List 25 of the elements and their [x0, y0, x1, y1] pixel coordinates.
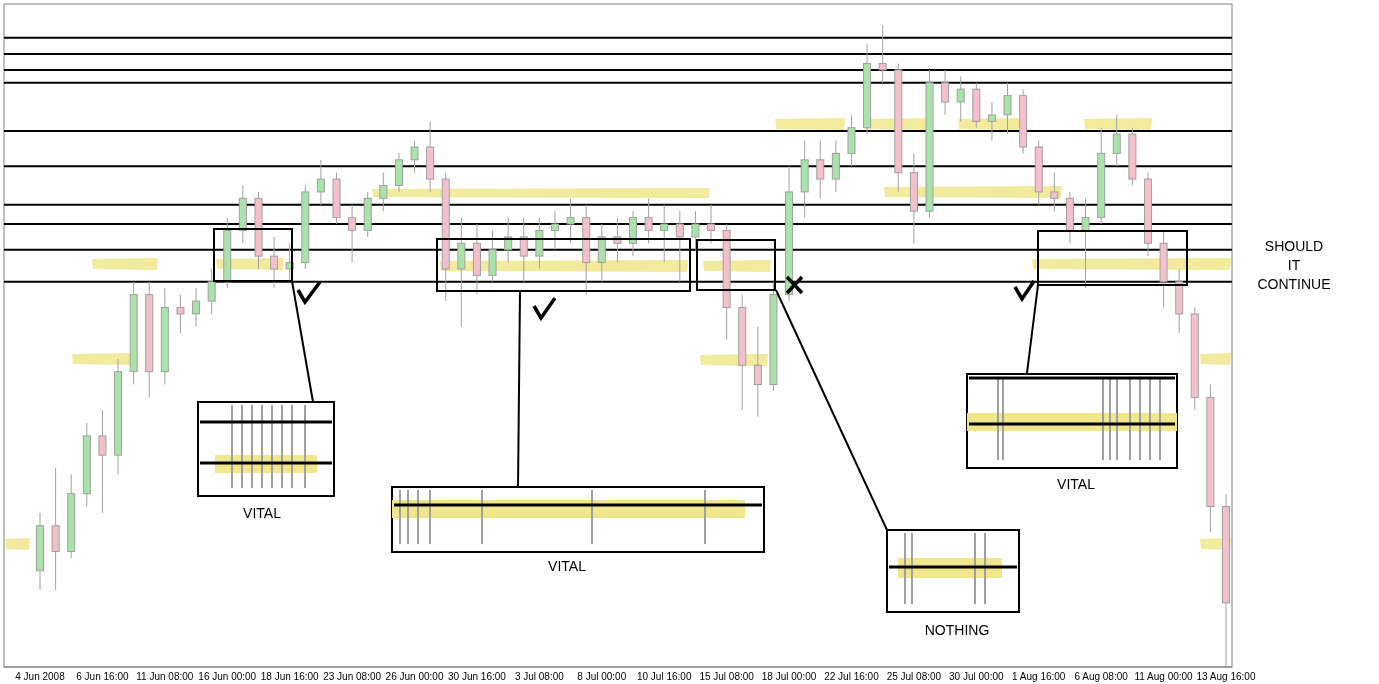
x-tick-label: 10 Jul 16:00 — [636, 671, 692, 682]
x-tick-label: 23 Jun 08:00 — [323, 671, 382, 682]
x-tick-label: 30 Jun 16:00 — [448, 671, 507, 682]
x-tick-label: 6 Jun 16:00 — [76, 671, 129, 682]
x-tick-label: 16 Jun 00:00 — [198, 671, 257, 682]
x-tick-label: 6 Aug 08:00 — [1074, 671, 1129, 682]
x-tick-label: 25 Jul 08:00 — [886, 671, 942, 682]
text: SHOULD IT CONTINUE — [1257, 238, 1331, 292]
x-tick-label: 15 Jul 08:00 — [699, 671, 755, 682]
x-tick-label: 22 Jul 16:00 — [824, 671, 880, 682]
x-tick-label: 18 Jul 00:00 — [761, 671, 817, 682]
annotation: VITAL — [548, 558, 587, 574]
x-tick-label: 11 Jun 08:00 — [136, 671, 194, 682]
x-tick-label: 8 Jul 00:00 — [577, 671, 627, 682]
x-tick-label: 13 Aug 16:00 — [1196, 671, 1256, 682]
x-tick-label: 1 Aug 16:00 — [1012, 671, 1066, 682]
annotation: VITAL — [243, 505, 282, 521]
x-tick-label: 18 Jun 16:00 — [260, 671, 320, 682]
x-tick-label: 11 Aug 00:00 — [1134, 671, 1194, 682]
annotation: NOTHING — [924, 622, 990, 638]
x-tick-label: 3 Jul 08:00 — [514, 671, 565, 682]
x-tick-label: 4 Jun 2008 — [15, 671, 66, 682]
annotation: VITAL — [1057, 476, 1096, 492]
x-tick-label: 26 Jun 00:00 — [385, 671, 444, 682]
x-tick-label: 30 Jul 00:00 — [949, 671, 1004, 682]
